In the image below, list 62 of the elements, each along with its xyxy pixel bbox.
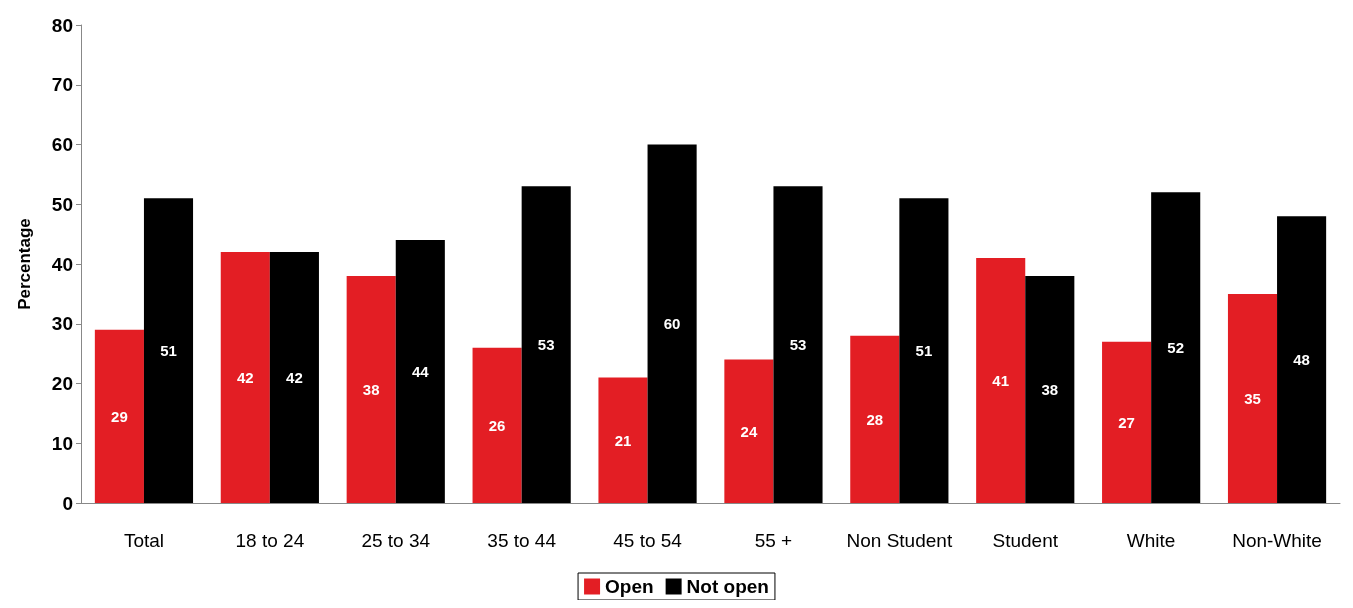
bar — [1151, 192, 1201, 503]
data-label: 24 — [740, 422, 758, 440]
bar — [773, 186, 823, 503]
data-label: 51 — [915, 342, 933, 360]
x-tick-label: Total — [123, 530, 165, 551]
data-label: 26 — [488, 416, 506, 434]
y-tick-label: 10 — [51, 432, 73, 454]
data-label: 42 — [286, 369, 303, 387]
y-tick-label: 40 — [51, 253, 73, 275]
data-label: 53 — [789, 336, 807, 354]
bar — [269, 252, 319, 503]
bar — [724, 359, 774, 503]
data-label: 60 — [663, 315, 681, 333]
legend-label: Not open — [686, 576, 769, 597]
data-label: 52 — [1167, 339, 1185, 357]
legend-label: Open — [605, 576, 654, 597]
y-tick-label: 80 — [51, 14, 73, 36]
y-tick-label: 70 — [51, 74, 73, 96]
data-label: 27 — [1118, 413, 1135, 431]
data-label: 41 — [992, 372, 1010, 390]
data-label: 38 — [1041, 380, 1059, 398]
x-tick-label: Non-White — [1232, 530, 1322, 551]
data-label: 35 — [1244, 389, 1261, 407]
y-axis-title: Percentage — [15, 218, 34, 310]
data-label: 42 — [236, 369, 254, 387]
y-tick-label: 60 — [51, 134, 73, 155]
x-tick-label: 45 to 54 — [613, 530, 683, 551]
bar — [1277, 216, 1327, 503]
data-label: 44 — [411, 363, 430, 381]
y-tick-label: 30 — [51, 313, 73, 335]
data-label: 28 — [866, 410, 884, 428]
data-label: 21 — [614, 431, 632, 449]
bar — [976, 258, 1026, 503]
data-label: 53 — [537, 336, 555, 354]
x-tick-label: 55 + — [754, 530, 793, 551]
bar — [899, 198, 949, 503]
data-label: 38 — [362, 380, 380, 398]
x-tick-label: White — [1126, 530, 1176, 551]
bar — [472, 347, 522, 503]
bar — [220, 252, 270, 503]
x-tick-label: 25 to 34 — [361, 530, 431, 551]
x-tick-label: Non Student — [846, 530, 953, 551]
bar — [346, 275, 396, 503]
y-tick-label: 20 — [51, 373, 73, 394]
bar — [850, 335, 900, 503]
y-tick-label: 50 — [51, 193, 73, 215]
x-tick-label: 18 to 24 — [235, 530, 305, 551]
bar — [521, 186, 571, 503]
bar — [647, 144, 697, 503]
bar — [395, 240, 445, 503]
bar — [143, 198, 194, 503]
bar — [1102, 341, 1152, 503]
data-label: 29 — [111, 407, 128, 425]
bar — [94, 329, 144, 503]
y-tick-label: 0 — [62, 492, 73, 514]
bar — [1227, 293, 1278, 503]
x-tick-label: 35 to 44 — [487, 530, 557, 551]
data-label: 48 — [1293, 351, 1310, 369]
bar — [1025, 275, 1075, 503]
bar — [598, 377, 648, 503]
data-label: 51 — [160, 342, 177, 360]
x-tick-label: Student — [992, 530, 1059, 551]
